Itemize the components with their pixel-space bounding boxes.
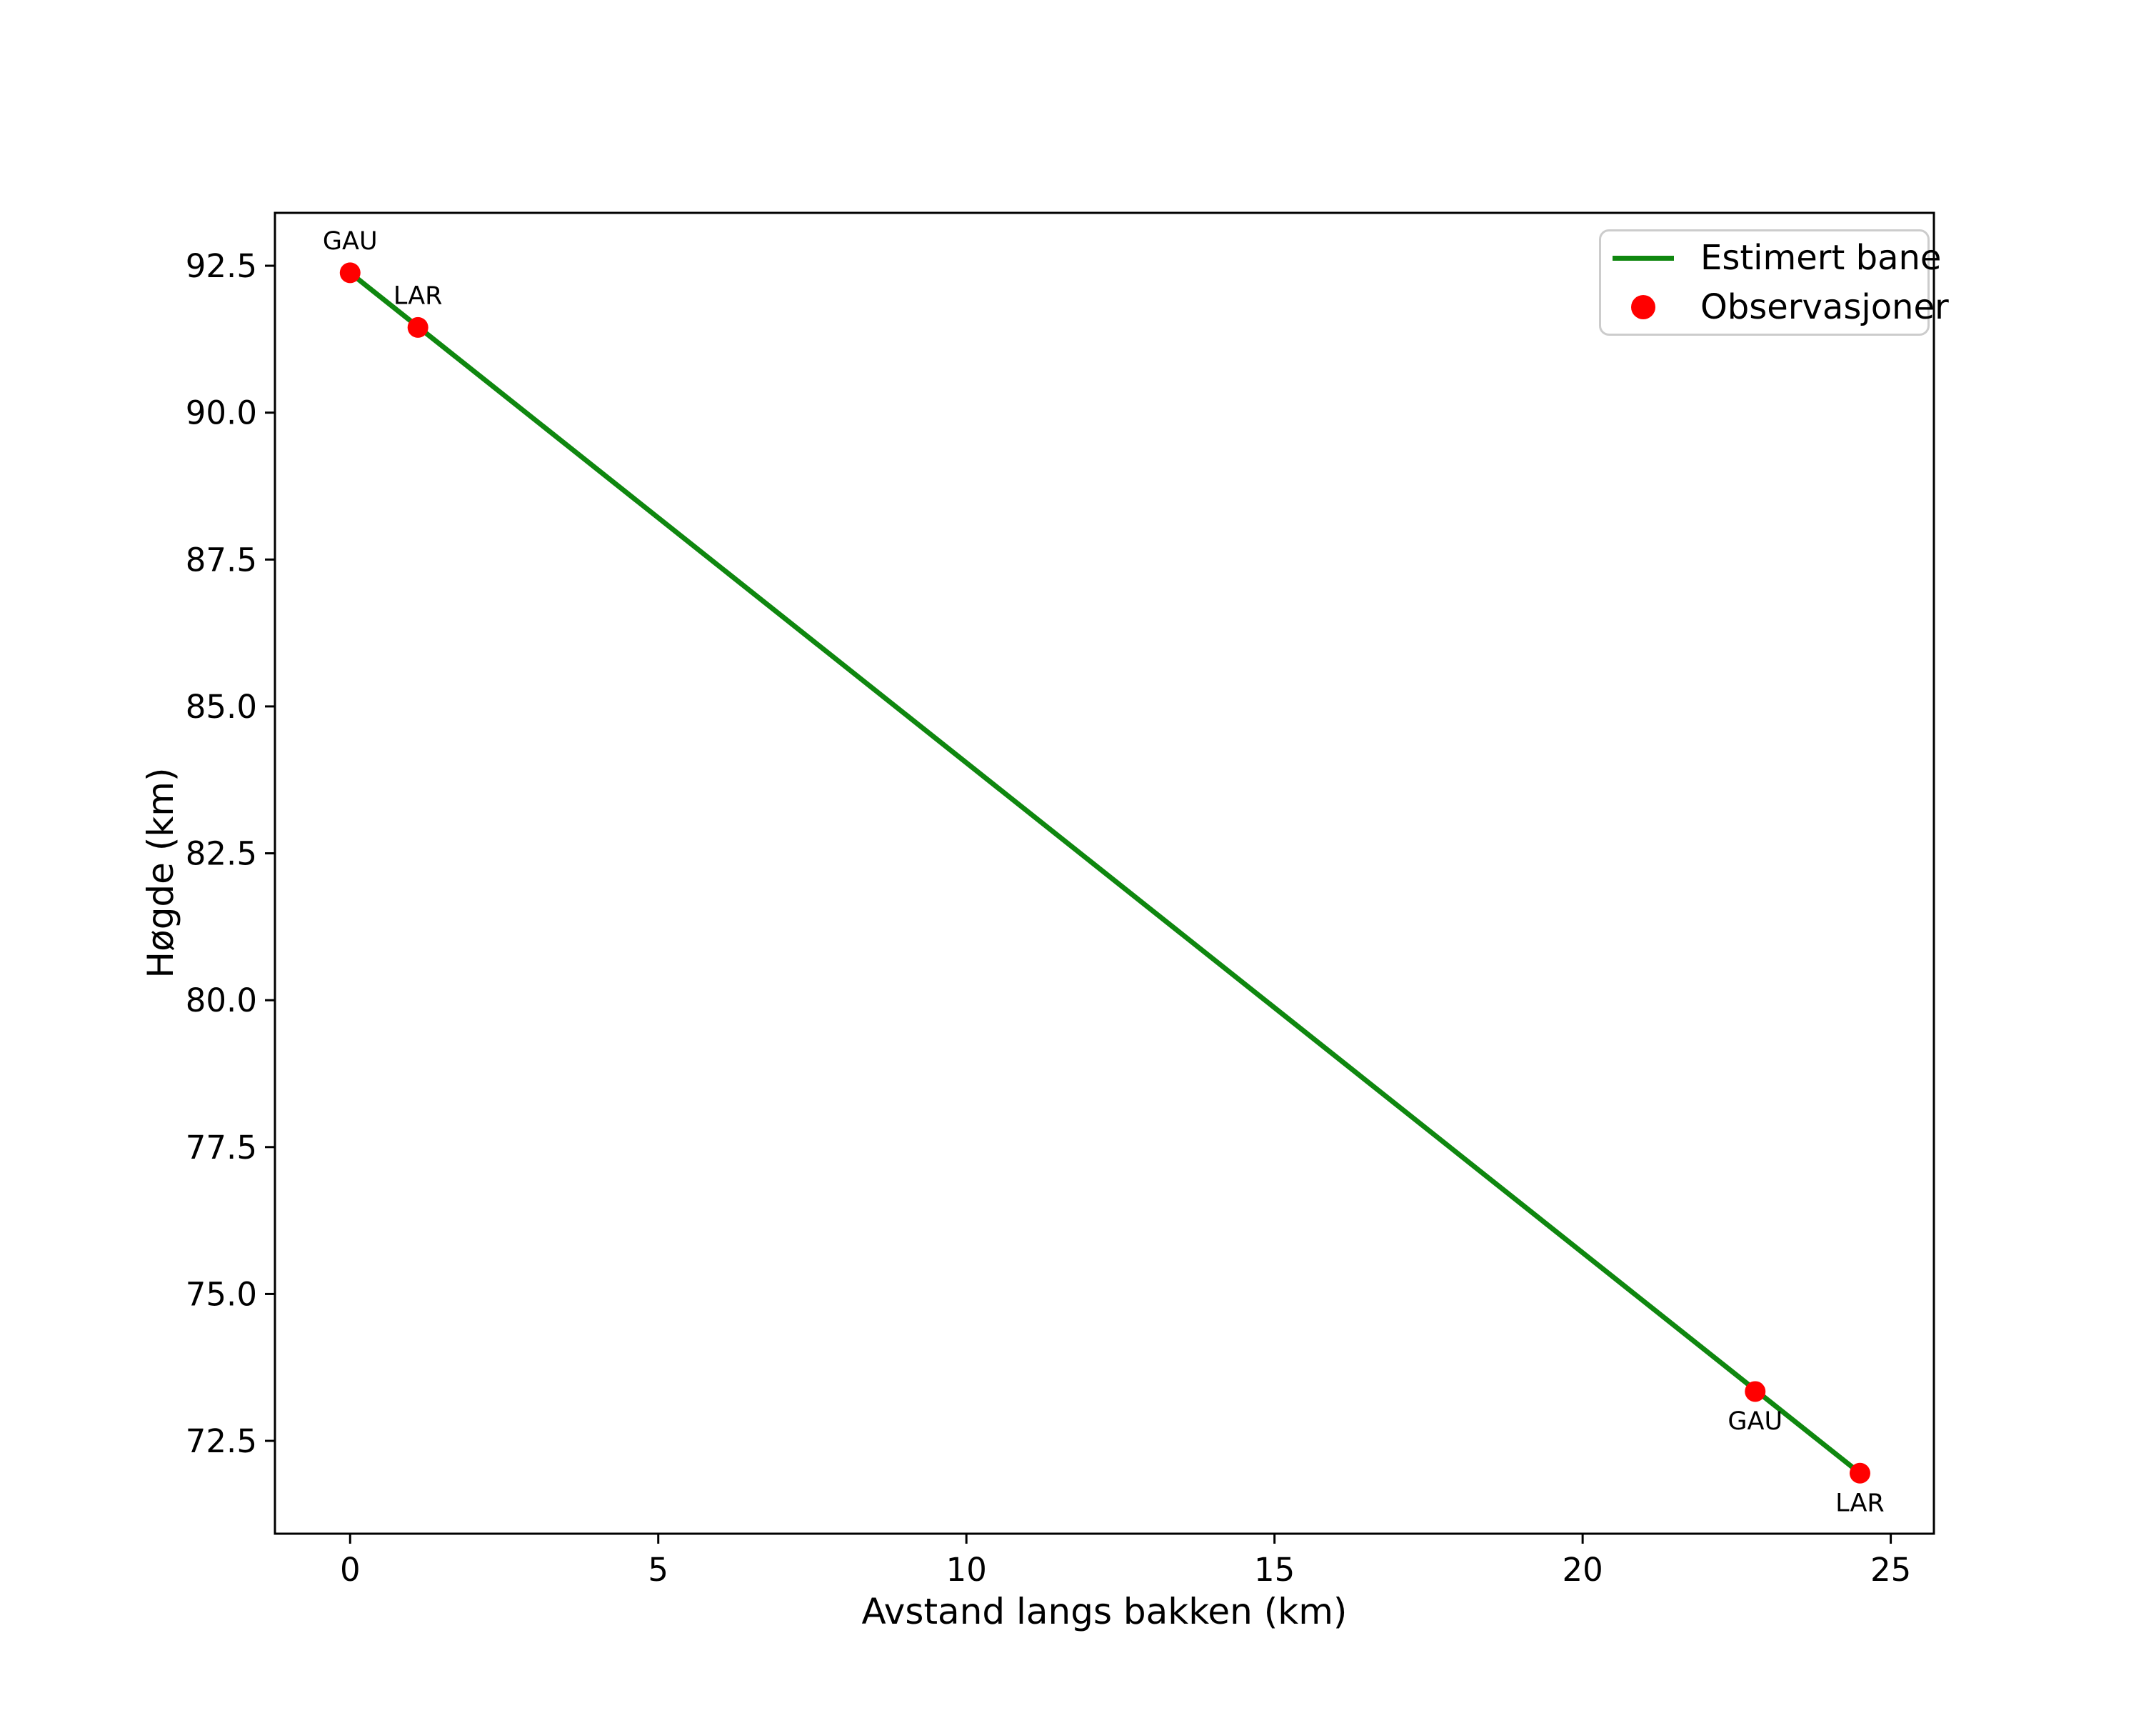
observation-point — [339, 262, 361, 284]
y-tick-label: 87.5 — [186, 541, 257, 579]
x-tick-label: 0 — [340, 1551, 361, 1589]
y-tick-label: 85.0 — [186, 688, 257, 726]
legend-line-swatch-icon — [1613, 255, 1674, 261]
x-axis-label: Avstand langs bakken (km) — [861, 1591, 1348, 1632]
point-annotation: GAU — [323, 227, 378, 256]
x-tick-label: 25 — [1870, 1551, 1911, 1589]
y-tick-label: 92.5 — [186, 247, 257, 285]
legend-label-observasjoner: Observasjoner — [1700, 286, 1949, 327]
point-annotation: GAU — [1728, 1407, 1783, 1436]
legend-dot-swatch-icon — [1613, 294, 1674, 319]
observation-point — [1849, 1462, 1870, 1484]
observation-point — [407, 316, 428, 338]
line-sample-icon — [1613, 255, 1674, 261]
plot-frame — [274, 211, 1935, 1535]
y-tick-label: 72.5 — [186, 1422, 257, 1460]
y-tick-label: 75.0 — [186, 1275, 257, 1313]
observation-point — [1745, 1381, 1766, 1402]
point-annotation: LAR — [1835, 1489, 1885, 1517]
x-tick-label: 5 — [648, 1551, 668, 1589]
x-tick-label: 15 — [1254, 1551, 1295, 1589]
y-tick-label: 77.5 — [186, 1129, 257, 1167]
y-tick-label: 82.5 — [186, 835, 257, 873]
trajectory-line — [349, 271, 1862, 1476]
y-tick-label: 80.0 — [186, 982, 257, 1019]
y-axis-label: Høgde (km) — [140, 767, 181, 979]
legend-entry-observasjoner: Observasjoner — [1601, 285, 1949, 329]
legend-entry-estimert-bane: Estimert bane — [1601, 236, 1941, 280]
dot-sample-icon — [1631, 294, 1655, 319]
y-tick-label: 90.0 — [186, 394, 257, 432]
x-tick-label: 10 — [946, 1551, 987, 1589]
point-annotation: LAR — [393, 281, 443, 310]
x-tick-label: 20 — [1562, 1551, 1603, 1589]
legend: Estimert bane Observasjoner — [1599, 229, 1949, 336]
legend-label-estimert-bane: Estimert bane — [1700, 238, 1942, 279]
